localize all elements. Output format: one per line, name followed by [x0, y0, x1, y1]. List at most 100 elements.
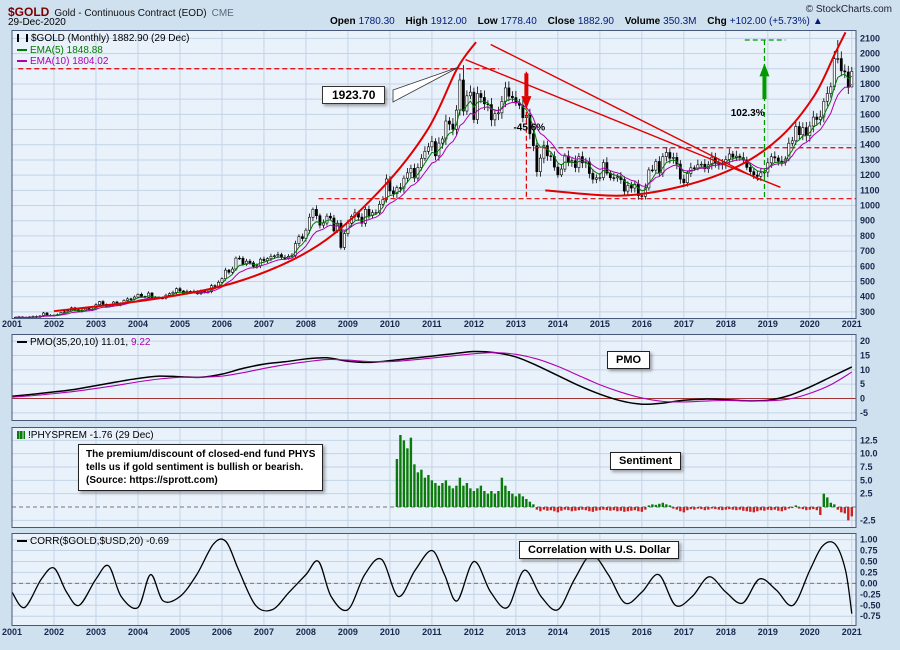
low-value: 1778.40 [500, 16, 537, 27]
svg-text:900: 900 [860, 216, 875, 226]
svg-text:5: 5 [860, 379, 865, 389]
x-axis-year-label: 2020 [799, 627, 820, 637]
x-axis-year-label: 2009 [337, 319, 358, 329]
sentiment-note-box: The premium/discount of closed-end fund … [78, 444, 324, 491]
svg-text:2.5: 2.5 [860, 489, 873, 499]
volume-label: Volume [624, 16, 661, 27]
x-axis-year-label: 2005 [169, 319, 190, 329]
x-axis-year-label: 2003 [85, 319, 106, 329]
x-axis-year-label: 2013 [505, 627, 526, 637]
svg-text:15: 15 [860, 351, 870, 361]
x-axis-year-label: 2004 [127, 319, 148, 329]
svg-text:5.0: 5.0 [860, 475, 873, 485]
correlation-line-icon [17, 540, 27, 543]
svg-text:1000: 1000 [860, 201, 880, 211]
x-axis-year-label: 2020 [799, 319, 820, 329]
x-axis-year-label: 2002 [43, 319, 64, 329]
sentiment-label-box: Sentiment [610, 452, 682, 470]
x-axis-year-label: 2006 [211, 319, 232, 329]
svg-text:700: 700 [860, 246, 875, 256]
pmo-legend-text: PMO(35,20,10) 11.01, [30, 337, 129, 348]
copyright-label: © StockCharts.com [805, 4, 892, 15]
high-value: 1912.00 [430, 16, 467, 27]
svg-text:0.25: 0.25 [860, 567, 878, 577]
note-line-3: (Source: https://sprott.com) [86, 475, 218, 486]
x-axis-year-label: 2021 [841, 627, 862, 637]
svg-text:12.5: 12.5 [860, 435, 878, 445]
x-axis-year-label: 2016 [631, 319, 652, 329]
svg-text:800: 800 [860, 231, 875, 241]
svg-text:1.00: 1.00 [860, 535, 878, 545]
x-axis-year-label: 2009 [337, 627, 358, 637]
x-axis-year-label: 2015 [589, 627, 610, 637]
pmo-indicator-chart: 20 15 10 5 0 -5 [11, 334, 870, 421]
close-label: Close [547, 16, 575, 27]
svg-text:7.5: 7.5 [860, 462, 873, 472]
x-axis-year-label: 2017 [673, 319, 694, 329]
svg-text:500: 500 [860, 277, 875, 287]
svg-text:1100: 1100 [860, 185, 880, 195]
peak-price-callout: 1923.70 [322, 86, 386, 104]
svg-text:102.3%: 102.3% [731, 108, 765, 119]
correlation-legend: CORR($GOLD,$USD,20) -0.69 [17, 536, 169, 547]
change-label: Chg [707, 16, 727, 27]
x-axis-year-label: 2008 [295, 319, 316, 329]
svg-text:0: 0 [860, 394, 865, 404]
x-axis-year-label: 2004 [127, 627, 148, 637]
x-axis-year-label: 2007 [253, 319, 274, 329]
x-axis-year-label: 2001 [1, 319, 23, 329]
open-value: 1780.30 [358, 16, 395, 27]
svg-text:600: 600 [860, 261, 875, 271]
price-legend-text: $GOLD (Monthly) 1882.90 (29 Dec) [31, 33, 190, 44]
low-label: Low [477, 16, 498, 27]
svg-text:1300: 1300 [860, 155, 880, 165]
svg-text:1500: 1500 [860, 125, 880, 135]
svg-text:-0.25: -0.25 [860, 589, 881, 599]
security-name: Gold - Continuous Contract (EOD) [54, 8, 207, 19]
pmo-line-icon [17, 341, 27, 344]
x-axis-year-label: 2013 [505, 319, 526, 329]
correlation-legend-text: CORR($GOLD,$USD,20) -0.69 [30, 536, 169, 547]
x-axis-year-label: 2015 [589, 319, 610, 329]
x-axis-years-bottom: 2001 2002 2003 2004 2005 2006 2007 2008 2009 2010… [0, 627, 900, 638]
svg-text:-0.75: -0.75 [860, 611, 881, 621]
exchange-label: CME [211, 8, 234, 19]
open-label: Open [330, 16, 356, 27]
svg-text:-45.6%: -45.6% [513, 122, 545, 133]
x-axis-year-label: 2012 [463, 627, 484, 637]
x-axis-year-label: 2011 [422, 627, 442, 637]
high-label: High [405, 16, 428, 27]
svg-text:1800: 1800 [860, 79, 880, 89]
svg-text:0.00: 0.00 [860, 578, 878, 588]
ticker-symbol: $GOLD [8, 5, 50, 19]
correlation-label-box: Correlation with U.S. Dollar [519, 541, 680, 559]
ema5-legend: EMA(5) 1848.88 [17, 45, 103, 56]
change-up-arrow-icon: ▲ [812, 16, 823, 27]
close-value: 1882.90 [577, 16, 614, 27]
pmo-label-box: PMO [607, 351, 651, 369]
x-axis-year-label: 2017 [673, 627, 694, 637]
x-axis-year-label: 2014 [547, 319, 568, 329]
x-axis-years-main: 2001 2002 2003 2004 2005 2006 2007 2008 2009 2010… [0, 319, 900, 330]
x-axis-year-label: 2016 [631, 627, 652, 637]
volume-value: 350.3M [663, 16, 697, 27]
svg-text:1900: 1900 [860, 64, 880, 74]
chart-date: 29-Dec-2020 [8, 17, 66, 28]
pmo-signal-value: 9.22 [130, 337, 151, 348]
svg-text:10: 10 [860, 365, 870, 375]
svg-text:1600: 1600 [860, 109, 880, 119]
svg-text:1400: 1400 [860, 140, 880, 150]
svg-text:-2.5: -2.5 [860, 515, 876, 525]
ema5-line-icon [17, 49, 27, 52]
x-axis-year-label: 2010 [379, 627, 400, 637]
x-axis-year-label: 2001 [1, 627, 23, 637]
histogram-icon [17, 431, 25, 440]
svg-text:2100: 2100 [860, 33, 880, 43]
pmo-legend: PMO(35,20,10) 11.01, 9.22 [17, 337, 150, 348]
x-axis-year-label: 2018 [715, 319, 736, 329]
ema5-legend-text: EMA(5) 1848.88 [30, 45, 103, 56]
svg-text:20: 20 [860, 336, 870, 346]
ema10-legend-text: EMA(10) 1804.02 [30, 56, 109, 67]
change-value: +102.00 (+5.73%) [729, 16, 810, 27]
